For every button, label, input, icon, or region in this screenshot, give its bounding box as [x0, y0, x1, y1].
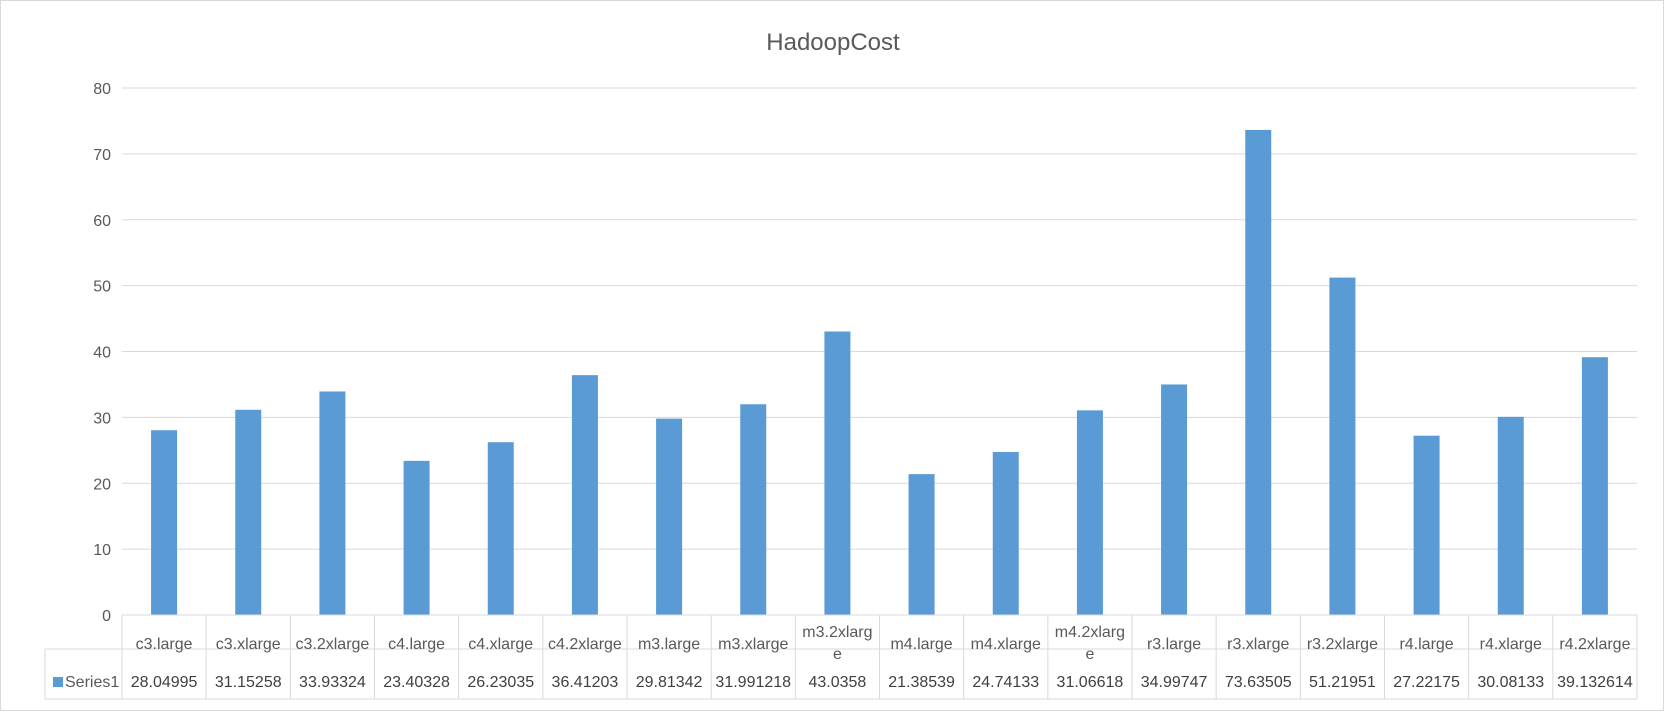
gridlines	[122, 87, 1637, 616]
data-table-value: 31.991218	[715, 674, 791, 691]
category-label: m3.xlarge	[718, 636, 788, 653]
data-table-value: 27.22175	[1393, 674, 1460, 691]
category-label: r4.2xlarge	[1559, 636, 1630, 653]
category-label: m4.2xlarg e	[1055, 624, 1125, 663]
category-label: c3.large	[136, 636, 193, 653]
bars	[151, 129, 1608, 615]
bar-m4.xlarge	[992, 452, 1019, 615]
y-tick-label: 20	[93, 476, 111, 493]
category-label: c3.xlarge	[216, 636, 281, 653]
category-label: m3.large	[638, 636, 700, 653]
y-tick-label: 60	[93, 213, 111, 230]
bar-c3.2xlarge	[319, 391, 346, 615]
chart-title: HadoopCost	[766, 29, 900, 56]
data-table-value: 36.41203	[552, 674, 619, 691]
data-table-value: 31.06618	[1057, 674, 1124, 691]
category-label: r3.xlarge	[1227, 636, 1289, 653]
bar-r4.large	[1413, 435, 1440, 615]
y-tick-label: 50	[93, 279, 111, 296]
category-label: r4.xlarge	[1480, 636, 1542, 653]
category-label: r4.large	[1399, 636, 1453, 653]
y-axis-ticks: 0 10 20 30 40 50 60 70 80	[93, 81, 111, 625]
bar-c4.2xlarge	[571, 375, 598, 615]
bar-c3.large	[151, 430, 178, 615]
data-table-value: 39.132614	[1557, 674, 1633, 691]
category-label: c4.large	[388, 636, 445, 653]
y-tick-label: 30	[93, 410, 111, 427]
category-label: c4.2xlarge	[548, 636, 622, 653]
data-table-value: 23.40328	[383, 674, 450, 691]
data-table-value: 33.93324	[299, 674, 366, 691]
data-table-value: 24.74133	[972, 674, 1039, 691]
data-table-value: 43.0358	[808, 674, 866, 691]
bar-m3.xlarge	[740, 404, 767, 615]
bar-m3.2xlarge	[824, 331, 851, 615]
data-table-value: 28.04995	[131, 674, 198, 691]
category-label: m4.large	[890, 636, 952, 653]
y-tick-label: 0	[102, 608, 111, 625]
data-table-value: 26.23035	[467, 674, 534, 691]
category-label: c3.2xlarge	[296, 636, 370, 653]
category-label: r3.large	[1147, 636, 1201, 653]
legend-swatch	[53, 677, 63, 687]
bar-m3.large	[656, 418, 683, 615]
data-table-value: 21.38539	[888, 674, 955, 691]
bar-c4.large	[403, 460, 430, 615]
y-tick-label: 10	[93, 542, 111, 559]
data-table-value: 31.15258	[215, 674, 282, 691]
data-table-value: 30.08133	[1477, 674, 1544, 691]
bar-c4.xlarge	[487, 442, 514, 615]
category-label: c4.xlarge	[468, 636, 533, 653]
y-tick-label: 70	[93, 147, 111, 164]
bar-r3.xlarge	[1245, 129, 1272, 615]
bar-r4.2xlarge	[1581, 357, 1608, 615]
category-label: m4.xlarge	[971, 636, 1041, 653]
category-label: m3.2xlarg e	[802, 624, 872, 663]
data-table-value: 34.99747	[1141, 674, 1208, 691]
data-table-value: 29.81342	[636, 674, 703, 691]
data-table-value: 73.63505	[1225, 674, 1292, 691]
legend-series-name: Series1	[65, 674, 119, 691]
bar-r3.large	[1161, 384, 1188, 615]
bar-m4.large	[908, 474, 935, 615]
y-tick-label: 40	[93, 345, 111, 362]
bar-r3.2xlarge	[1329, 277, 1356, 615]
data-table-value: 51.21951	[1309, 674, 1376, 691]
category-label: r3.2xlarge	[1307, 636, 1378, 653]
bar-r4.xlarge	[1497, 416, 1524, 615]
bar-c3.xlarge	[235, 409, 262, 615]
y-tick-label: 80	[93, 81, 111, 98]
bar-m4.2xlarge	[1076, 410, 1103, 615]
data-table: c3.large c3.xlarge c3.2xlarge c4.large c4.xl…	[44, 614, 1638, 700]
